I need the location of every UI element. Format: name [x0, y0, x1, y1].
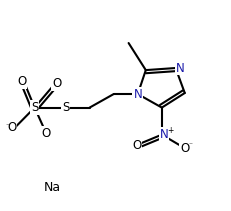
Text: N: N [176, 62, 184, 74]
Text: O: O [179, 142, 188, 155]
Text: O: O [7, 121, 16, 134]
Text: ⁻: ⁻ [44, 133, 48, 142]
Text: O: O [131, 139, 141, 151]
Text: O: O [41, 127, 51, 140]
Text: O: O [52, 77, 61, 90]
Text: N: N [133, 88, 142, 101]
Text: S: S [31, 101, 38, 114]
Text: +: + [167, 126, 173, 135]
Text: ⁻: ⁻ [6, 121, 9, 130]
Text: Na: Na [43, 181, 60, 194]
Text: N: N [159, 128, 168, 141]
Text: ⁻: ⁻ [188, 141, 192, 150]
Text: S: S [62, 101, 69, 114]
Text: O: O [17, 75, 26, 88]
